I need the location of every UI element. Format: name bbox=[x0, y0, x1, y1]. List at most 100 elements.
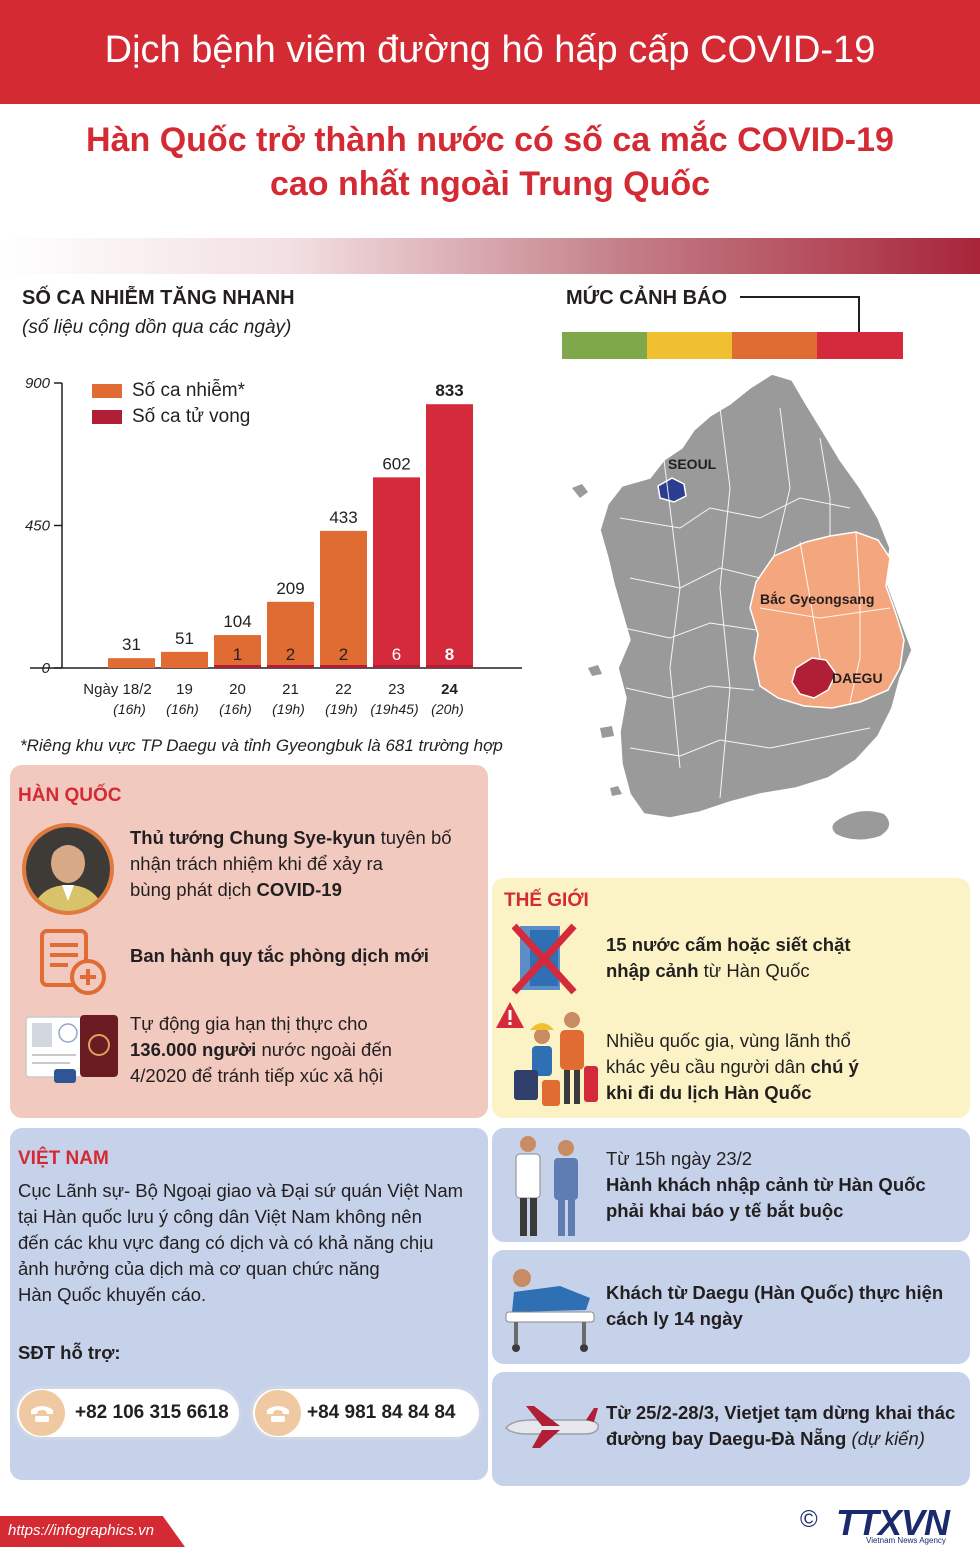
value-label-infected: 51 bbox=[175, 629, 194, 648]
korea-map: SEOUL Bắc Gyeongsang DAEGU bbox=[572, 373, 913, 840]
phone-number: +84 981 84 84 84 bbox=[307, 1402, 456, 1423]
hotline-vietnam[interactable]: +84 981 84 84 84 bbox=[250, 1386, 482, 1440]
hotline-label: SĐT hỗ trợ: bbox=[18, 1342, 121, 1363]
footer-url[interactable]: https://infographics.vn bbox=[8, 1522, 154, 1539]
x-tick-label-day: 20 bbox=[229, 681, 246, 698]
bar-deaths bbox=[214, 665, 261, 668]
korea-item-visa: Tự động gia hạn thị thực cho 136.000 ngư… bbox=[130, 1011, 480, 1089]
value-label-infected: 433 bbox=[329, 508, 357, 527]
value-label-deaths: 6 bbox=[392, 645, 401, 664]
world-card-title: THẾ GIỚI bbox=[504, 890, 589, 911]
x-tick-label-time: (19h) bbox=[325, 701, 358, 717]
bar-infected bbox=[373, 477, 420, 668]
bar-infected bbox=[161, 651, 208, 668]
advice-text-2: khác yêu cầu người dân bbox=[606, 1056, 811, 1077]
legend-swatch-infected bbox=[92, 384, 122, 398]
warning-level-green bbox=[562, 332, 647, 359]
korea-card-title: HÀN QUỐC bbox=[18, 785, 122, 806]
world-item-ban: 15 nước cấm hoặc siết chặt nhập cảnh từ … bbox=[606, 932, 956, 984]
pm-text-2: nhận trách nhiệm khi để xảy ra bbox=[130, 853, 383, 874]
cases-bar-chart: 900 450 0 Số ca nhiễm* Số ca tử vong 31 Ngày 1… bbox=[25, 375, 522, 717]
measure-1-line3: phải khai báo y tế bắt buộc bbox=[606, 1200, 844, 1221]
advice-text-1: Nhiều quốc gia, vùng lãnh thổ bbox=[606, 1030, 851, 1051]
warning-level-yellow bbox=[647, 332, 732, 359]
prime-minister-portrait-icon bbox=[26, 827, 110, 911]
measure-3-line1: Từ 25/2-28/3, Vietjet tạm dừng khai thác bbox=[606, 1402, 956, 1423]
hotline-korea[interactable]: +82 106 315 6618 bbox=[14, 1386, 242, 1440]
advisory-line: tại Hàn quốc lưu ý công dân Việt Nam khô… bbox=[18, 1206, 422, 1227]
airplane-icon bbox=[505, 1406, 600, 1448]
pm-text-1: tuyên bố bbox=[375, 827, 452, 848]
footer-url-bar: https://infographics.vn bbox=[0, 1516, 185, 1547]
visa-count: 136.000 người bbox=[130, 1039, 257, 1060]
seoul-region bbox=[657, 477, 687, 503]
visa-text-2: nước ngoài đến bbox=[256, 1039, 392, 1060]
bar-infected bbox=[267, 601, 314, 668]
value-label-deaths: 8 bbox=[445, 645, 454, 664]
advisory-line: Cục Lãnh sự- Bộ Ngoại giao và Đại sứ quá… bbox=[18, 1180, 464, 1201]
x-tick-label-day: Ngày 18/2 bbox=[83, 681, 151, 698]
world-card: THẾ GIỚI 15 nước cấm hoặc siết chặt nhập… bbox=[492, 878, 970, 1118]
pm-text-covid: COVID-19 bbox=[256, 879, 342, 900]
measure-2-text: Khách từ Daegu (Hàn Quốc) thực hiện cách… bbox=[606, 1280, 966, 1332]
x-tick-label-time: (20h) bbox=[431, 701, 464, 717]
legend-swatch-deaths bbox=[92, 410, 122, 424]
bar-infected bbox=[426, 404, 473, 668]
x-tick-label-time: (16h) bbox=[166, 701, 199, 717]
jeju-island bbox=[832, 811, 890, 840]
district-lines bbox=[619, 407, 891, 799]
bar-infected bbox=[320, 530, 367, 668]
y-tick-label: 450 bbox=[25, 518, 51, 535]
vietnam-card: VIỆT NAM Cục Lãnh sự- Bộ Ngoại giao và Đ… bbox=[10, 1128, 488, 1480]
value-label-deaths: 2 bbox=[339, 645, 348, 664]
y-tick-label: 0 bbox=[42, 660, 51, 677]
measure-3-note: (dự kiến) bbox=[846, 1428, 925, 1449]
value-label-infected: 833 bbox=[435, 381, 463, 400]
chart-subtitle: (số liệu cộng dồn qua các ngày) bbox=[22, 317, 292, 338]
headline-line1: Hàn Quốc trở thành nước có số ca mắc COV… bbox=[86, 121, 894, 159]
header-title: Dịch bệnh viêm đường hô hấp cấp COVID-19 bbox=[0, 0, 980, 104]
advisory-line: đến các khu vực đang có dịch và có khả n… bbox=[18, 1232, 434, 1253]
map-label-daegu: DAEGU bbox=[832, 670, 883, 686]
bar-deaths bbox=[267, 665, 314, 668]
measure-3-text: Từ 25/2-28/3, Vietjet tạm dừng khai thác… bbox=[606, 1400, 966, 1452]
warning-level-orange bbox=[732, 332, 817, 359]
advice-text-3: khi đi du lịch Hàn Quốc bbox=[606, 1082, 812, 1103]
x-tick-label-time: (16h) bbox=[113, 701, 146, 717]
advisory-line: ảnh hưởng của dịch mà cơ quan chức năng bbox=[18, 1258, 380, 1279]
advice-text-bold: chú ý bbox=[810, 1056, 859, 1077]
korea-item-rules: Ban hành quy tắc phòng dịch mới bbox=[130, 945, 429, 966]
measure-1-text: Từ 15h ngày 23/2 Hành khách nhập cảnh từ… bbox=[606, 1146, 966, 1224]
pm-name: Thủ tướng Chung Sye-kyun bbox=[130, 827, 376, 848]
headline-line2: cao nhất ngoài Trung Quốc bbox=[269, 165, 711, 203]
avatar bbox=[22, 823, 114, 915]
visa-text-3: 4/2020 để tránh tiếp xúc xã hội bbox=[130, 1065, 384, 1086]
bar-deaths bbox=[373, 665, 420, 668]
x-tick-label-day: 21 bbox=[282, 681, 299, 698]
visa-text-1: Tự động gia hạn thị thực cho bbox=[130, 1013, 368, 1034]
value-label-infected: 104 bbox=[223, 612, 251, 631]
gradient-band bbox=[0, 238, 980, 274]
gyeongsang-province bbox=[749, 531, 905, 709]
vietnam-advisory: Cục Lãnh sự- Bộ Ngoại giao và Đại sứ quá… bbox=[18, 1178, 484, 1308]
measure-quarantine: Khách từ Daegu (Hàn Quốc) thực hiện cách… bbox=[492, 1250, 970, 1364]
measure-flight-suspension: Từ 25/2-28/3, Vietjet tạm dừng khai thác… bbox=[492, 1372, 970, 1486]
korea-item-pm: Thủ tướng Chung Sye-kyun tuyên bố nhận t… bbox=[130, 825, 480, 903]
travelers-warning-icon bbox=[496, 1002, 598, 1106]
vietnam-card-title: VIỆT NAM bbox=[18, 1148, 109, 1169]
phone-icon bbox=[19, 1390, 65, 1436]
copyright-icon: © bbox=[800, 1506, 818, 1533]
measure-3-line2: đường bay Daegu-Đà Nẵng bbox=[606, 1428, 847, 1449]
value-label-infected: 31 bbox=[122, 635, 141, 654]
x-tick-label-day: 22 bbox=[335, 681, 352, 698]
korea-card: HÀN QUỐC Thủ tướng Chung Sye-kyun tuyên … bbox=[10, 765, 488, 1118]
y-tick-label: 900 bbox=[25, 375, 51, 392]
bar-deaths bbox=[320, 665, 367, 668]
advisory-line: Hàn Quốc khuyến cáo. bbox=[18, 1284, 207, 1305]
measure-1-line1: Từ 15h ngày 23/2 bbox=[606, 1148, 753, 1169]
ttxvn-logo: TTXVN bbox=[836, 1502, 950, 1543]
chart-title: SỐ CA NHIỄM TĂNG NHANH bbox=[22, 287, 295, 309]
x-tick-label-time: (19h45) bbox=[370, 701, 418, 717]
phone-number: +82 106 315 6618 bbox=[75, 1402, 229, 1423]
world-item-advice: Nhiều quốc gia, vùng lãnh thổ khác yêu c… bbox=[606, 1028, 966, 1106]
